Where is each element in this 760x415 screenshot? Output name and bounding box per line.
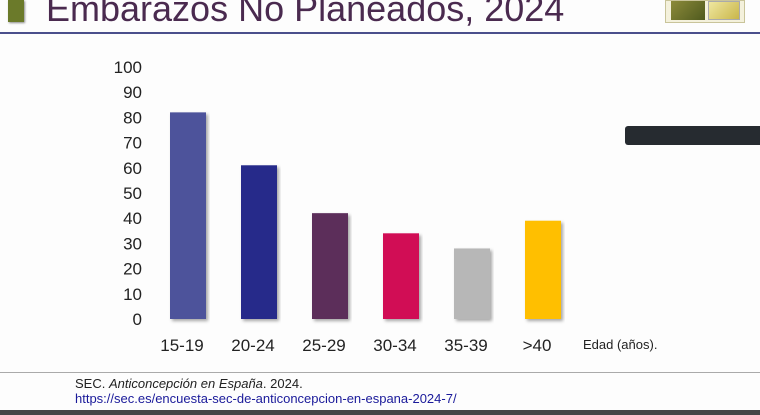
y-tick-label: 40 (123, 209, 142, 228)
x-tick-label: 25-29 (302, 336, 345, 355)
bar->40 (525, 220, 561, 319)
source-link[interactable]: https://sec.es/encuesta-sec-de-anticonce… (75, 391, 457, 406)
y-tick-label: 0 (133, 310, 142, 329)
bar-25-29 (312, 213, 348, 319)
y-tick-label: 60 (123, 159, 142, 178)
x-tick-label: 30-34 (373, 336, 416, 355)
source-citation: SEC. Anticoncepción en España. 2024. htt… (75, 376, 457, 406)
x-tick-label: 20-24 (231, 336, 274, 355)
footer-divider (0, 372, 760, 373)
palm-logo (665, 0, 745, 23)
citation-title: Anticoncepción en España (108, 376, 263, 391)
overlay-bar (625, 126, 760, 145)
y-tick-label: 30 (123, 234, 142, 253)
y-tick-label: 90 (123, 83, 142, 102)
citation-year: . 2024. (262, 376, 303, 391)
y-tick-label: 50 (123, 184, 142, 203)
bar-chart: 0 10 20 30 40 50 60 70 80 90 100 15-19 20-24 25-29 30-… (114, 58, 658, 355)
y-tick-label: 100 (114, 58, 142, 77)
y-tick-label: 80 (123, 108, 142, 127)
title-divider (0, 32, 760, 34)
bottom-bar (0, 410, 760, 415)
bar-35-39 (454, 248, 490, 319)
x-axis-label: Edad (años). (583, 337, 657, 352)
citation-author: SEC. (75, 376, 109, 391)
bar-20-24 (241, 165, 277, 319)
x-tick-label: >40 (523, 336, 552, 355)
y-tick-label: 20 (123, 260, 142, 279)
bar-30-34 (383, 233, 419, 319)
title-bullet (8, 0, 24, 22)
y-tick-label: 70 (123, 134, 142, 153)
page-title: Embarazos No Planeados, 2024 (46, 0, 565, 29)
y-tick-label: 10 (123, 285, 142, 304)
x-tick-label: 35-39 (444, 336, 487, 355)
bar-15-19 (170, 112, 206, 319)
x-tick-label: 15-19 (160, 336, 203, 355)
